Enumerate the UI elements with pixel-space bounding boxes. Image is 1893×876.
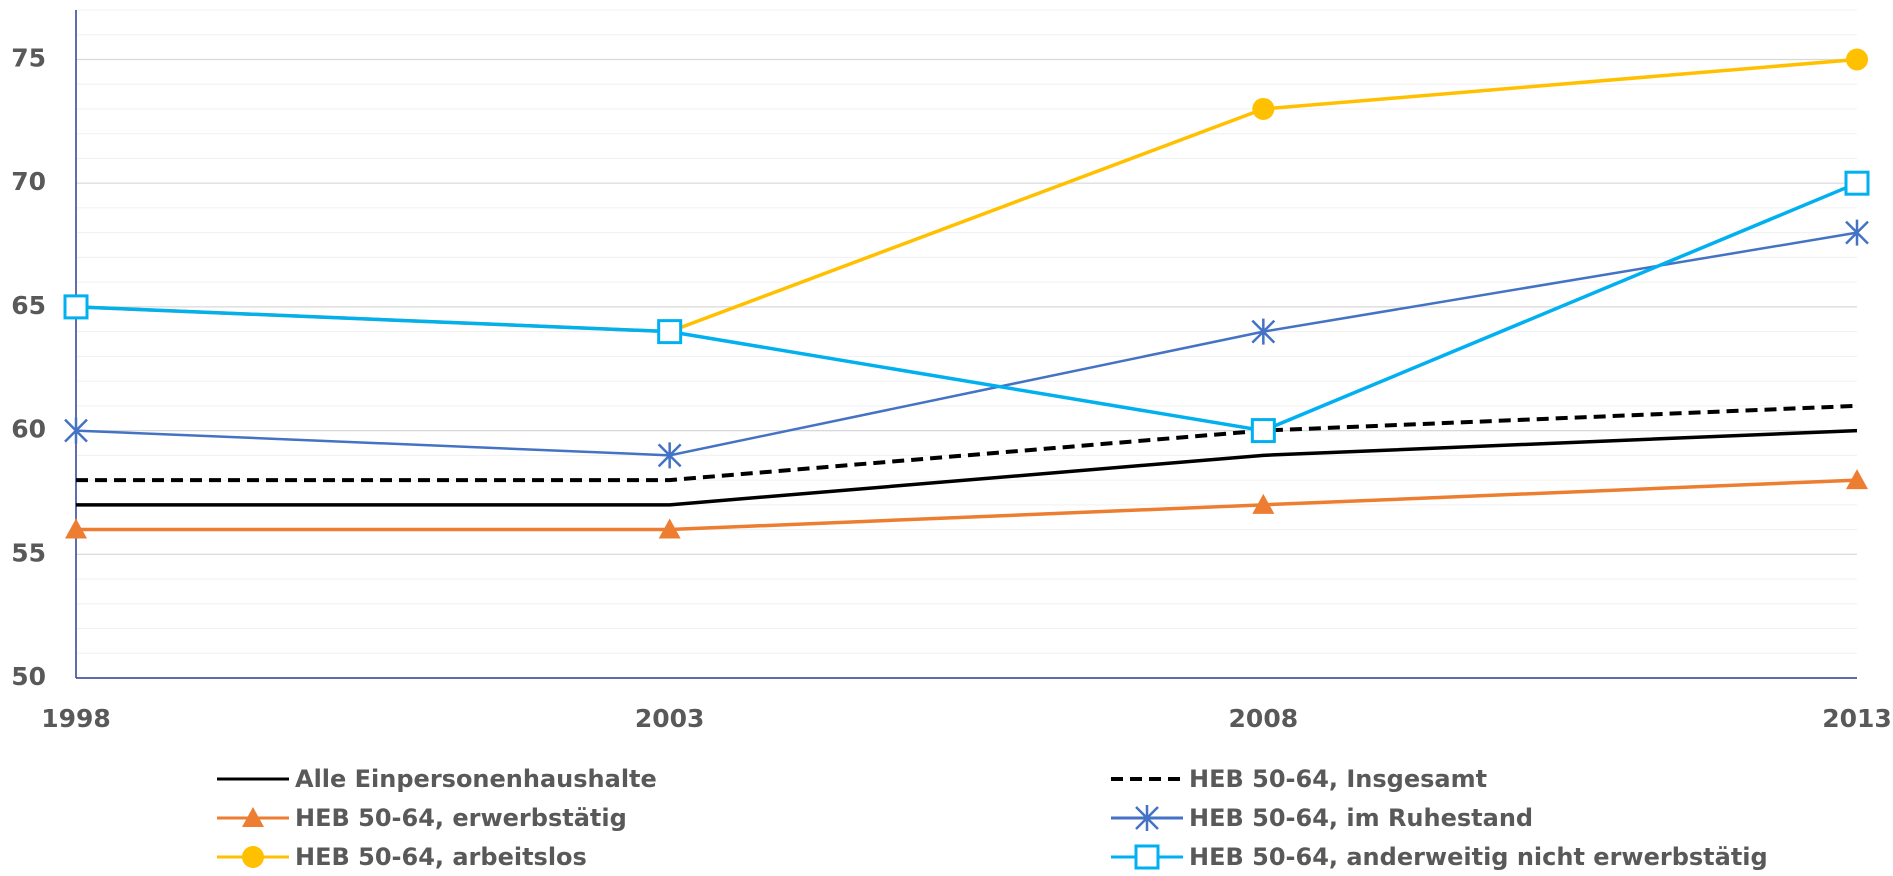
legend-entry: HEB 50-64, anderweitig nicht erwerbstäti… <box>1111 843 1768 871</box>
series-line <box>75 57 1858 334</box>
marker <box>1135 805 1159 831</box>
legend-entry: HEB 50-64, im Ruhestand <box>1111 804 1533 832</box>
series <box>65 469 1868 539</box>
x-tick-label: 2008 <box>1229 704 1299 733</box>
series <box>76 428 1858 507</box>
marker <box>1134 844 1160 870</box>
marker <box>1251 318 1276 345</box>
series-line <box>76 428 1858 507</box>
legend-label: HEB 50-64, erwerbstätig <box>295 804 627 832</box>
marker <box>65 518 87 539</box>
marker <box>657 319 683 345</box>
marker <box>1845 219 1869 246</box>
series-line <box>75 181 1858 433</box>
series-line <box>75 231 1858 457</box>
marker <box>1250 418 1276 444</box>
legend-label: Alle Einpersonenhaushalte <box>295 765 657 793</box>
x-tick-label: 2003 <box>635 704 705 733</box>
marker <box>1846 48 1868 71</box>
y-tick-label: 75 <box>11 43 46 72</box>
series <box>76 403 1858 483</box>
y-tick-label: 60 <box>11 415 46 444</box>
marker <box>242 846 264 868</box>
marker <box>63 294 89 320</box>
marker <box>1252 493 1275 514</box>
series <box>65 48 1868 343</box>
marker <box>64 417 88 444</box>
series-line <box>76 403 1858 483</box>
marker <box>658 518 681 539</box>
marker <box>1252 97 1275 120</box>
x-tick-label: 2013 <box>1822 704 1892 733</box>
series <box>63 170 1870 444</box>
legend-label: HEB 50-64, anderweitig nicht erwerbstäti… <box>1189 843 1768 871</box>
marker <box>1844 170 1870 196</box>
y-tick-label: 65 <box>11 291 46 320</box>
series-line <box>76 478 1858 532</box>
y-tick-label: 55 <box>11 538 46 567</box>
y-tick-label: 70 <box>11 167 46 196</box>
series <box>64 219 1869 469</box>
legend-label: HEB 50-64, im Ruhestand <box>1189 804 1533 832</box>
marker <box>242 807 264 827</box>
legend-label: HEB 50-64, arbeitslos <box>295 843 587 871</box>
legend-entry: HEB 50-64, arbeitslos <box>217 843 587 871</box>
legend-entry: HEB 50-64, Insgesamt <box>1111 765 1487 793</box>
legend-entry: HEB 50-64, erwerbstätig <box>217 804 627 832</box>
y-tick-label: 50 <box>11 662 46 691</box>
legend-label: HEB 50-64, Insgesamt <box>1189 765 1487 793</box>
marker <box>1846 469 1868 490</box>
x-tick-label: 1998 <box>41 704 111 733</box>
marker <box>657 442 682 469</box>
legend-entry: Alle Einpersonenhaushalte <box>217 765 657 793</box>
